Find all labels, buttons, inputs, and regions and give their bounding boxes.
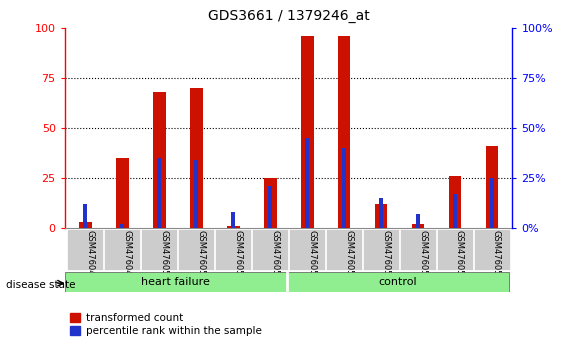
Title: GDS3661 / 1379246_at: GDS3661 / 1379246_at — [208, 9, 369, 23]
Text: GSM476059: GSM476059 — [492, 230, 501, 281]
Bar — [374, 204, 387, 228]
Text: GSM476056: GSM476056 — [381, 230, 390, 281]
Bar — [305, 138, 309, 228]
Bar — [79, 222, 92, 228]
Bar — [190, 88, 203, 228]
Bar — [342, 148, 346, 228]
Bar — [449, 176, 462, 228]
Bar — [338, 36, 351, 228]
FancyBboxPatch shape — [400, 229, 436, 270]
FancyBboxPatch shape — [474, 229, 510, 270]
Bar — [194, 160, 198, 228]
Text: GSM476054: GSM476054 — [307, 230, 316, 281]
Text: GSM476057: GSM476057 — [418, 230, 427, 281]
Bar — [485, 146, 498, 228]
FancyBboxPatch shape — [252, 229, 288, 270]
Legend: transformed count, percentile rank within the sample: transformed count, percentile rank withi… — [70, 313, 261, 336]
FancyBboxPatch shape — [289, 229, 325, 270]
FancyBboxPatch shape — [215, 229, 251, 270]
Bar — [120, 224, 124, 228]
Bar — [263, 178, 276, 228]
Text: GSM476051: GSM476051 — [196, 230, 205, 281]
Bar — [268, 186, 272, 228]
FancyBboxPatch shape — [327, 229, 362, 270]
FancyBboxPatch shape — [141, 229, 177, 270]
Bar — [231, 212, 235, 228]
Text: heart failure: heart failure — [141, 277, 211, 287]
Text: disease state: disease state — [6, 280, 75, 290]
FancyBboxPatch shape — [178, 229, 214, 270]
Bar — [412, 224, 425, 228]
Bar — [453, 194, 457, 228]
Bar — [490, 178, 494, 228]
Bar — [83, 204, 87, 228]
FancyBboxPatch shape — [104, 229, 140, 270]
Text: control: control — [378, 277, 417, 287]
Bar — [416, 214, 420, 228]
Bar — [226, 226, 239, 228]
Bar — [115, 158, 128, 228]
Text: GSM476055: GSM476055 — [344, 230, 353, 281]
Bar — [65, 272, 287, 292]
Text: GSM476048: GSM476048 — [85, 230, 94, 281]
Bar — [157, 158, 161, 228]
Bar — [379, 198, 383, 228]
Bar — [301, 36, 314, 228]
FancyBboxPatch shape — [68, 229, 103, 270]
FancyBboxPatch shape — [437, 229, 473, 270]
Text: GSM476049: GSM476049 — [122, 230, 131, 281]
Text: GSM476053: GSM476053 — [270, 230, 279, 281]
Text: GSM476058: GSM476058 — [455, 230, 464, 281]
Bar — [153, 92, 166, 228]
Bar — [287, 272, 508, 292]
Text: GSM476050: GSM476050 — [159, 230, 168, 281]
Text: GSM476052: GSM476052 — [233, 230, 242, 281]
FancyBboxPatch shape — [363, 229, 399, 270]
